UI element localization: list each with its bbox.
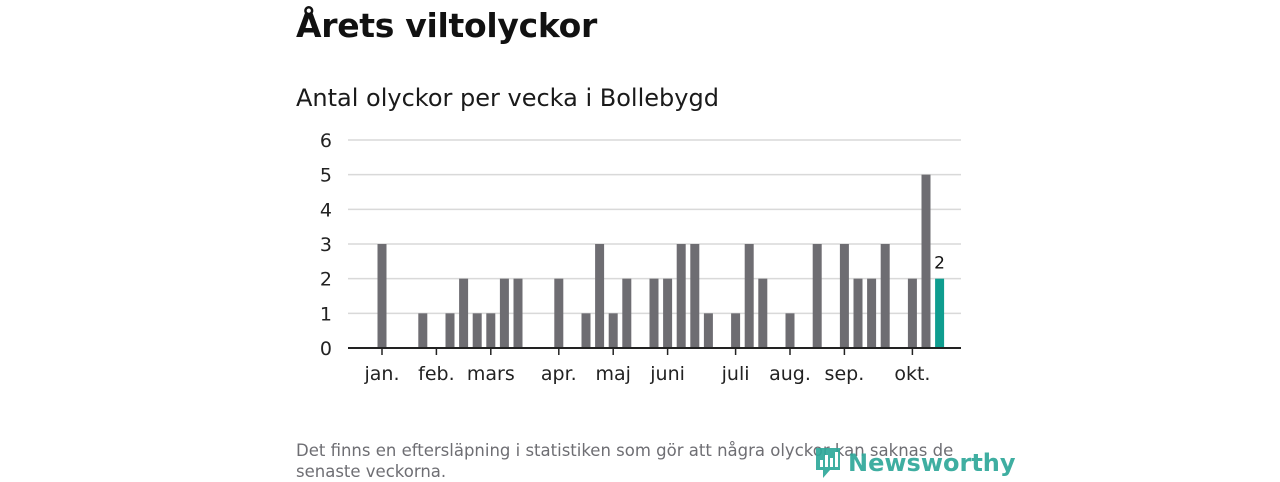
x-tick-label: juni <box>649 363 685 385</box>
y-tick-label: 5 <box>320 165 332 187</box>
page-title: Årets viltolyckor <box>296 6 597 45</box>
bar <box>513 278 523 348</box>
bar <box>867 278 877 348</box>
bar <box>921 174 931 348</box>
newsworthy-logo-icon <box>816 448 840 478</box>
x-axis-ticks: jan. feb. mars apr. maj juni juli aug. sep. okt. <box>363 348 930 385</box>
bars <box>377 174 945 348</box>
y-tick-label: 1 <box>320 303 332 325</box>
x-tick-label: mars <box>467 363 515 385</box>
x-tick-label: feb. <box>418 363 454 385</box>
newsworthy-logo: Newsworthy <box>814 446 1016 480</box>
bar <box>785 313 795 348</box>
y-tick-label: 4 <box>320 199 332 221</box>
bar <box>812 244 822 348</box>
bar <box>595 244 605 348</box>
bar <box>703 313 713 348</box>
x-tick-label: juli <box>721 363 750 385</box>
bar <box>459 278 469 348</box>
bar <box>649 278 659 348</box>
bar <box>622 278 632 348</box>
x-tick-label: sep. <box>825 363 865 385</box>
bar <box>608 313 618 348</box>
bar <box>377 244 387 348</box>
bar <box>499 278 509 348</box>
x-tick-label: jan. <box>363 363 399 385</box>
x-tick-label: maj <box>595 363 630 385</box>
y-tick-label: 0 <box>320 338 332 360</box>
y-tick-label: 6 <box>320 130 332 152</box>
bar <box>907 278 917 348</box>
footnote: Det finns en eftersläpning i statistiken… <box>296 441 954 481</box>
bar <box>663 278 673 348</box>
bar <box>839 244 849 348</box>
data-labels: 2 <box>934 254 945 274</box>
bar <box>744 244 754 348</box>
bar <box>486 313 496 348</box>
x-tick-label: apr. <box>541 363 577 385</box>
bar <box>554 278 564 348</box>
bar-highlight <box>935 278 945 348</box>
chart-subtitle: Antal olyckor per vecka i Bollebygd <box>296 84 719 112</box>
highlight-value-label: 2 <box>934 254 945 274</box>
x-tick-label: aug. <box>769 363 811 385</box>
bar <box>690 244 700 348</box>
y-axis-ticks: 0 1 2 3 4 5 6 <box>320 130 332 360</box>
x-tick-label: okt. <box>894 363 930 385</box>
y-tick-label: 3 <box>320 234 332 256</box>
bar <box>758 278 768 348</box>
bar <box>472 313 482 348</box>
bar <box>676 244 686 348</box>
bar <box>418 313 428 348</box>
y-tick-label: 2 <box>320 269 332 291</box>
bar <box>853 278 863 348</box>
newsworthy-logo-text: Newsworthy <box>848 449 1016 477</box>
bar <box>731 313 741 348</box>
bar <box>581 313 591 348</box>
bar <box>880 244 890 348</box>
bar <box>445 313 455 348</box>
